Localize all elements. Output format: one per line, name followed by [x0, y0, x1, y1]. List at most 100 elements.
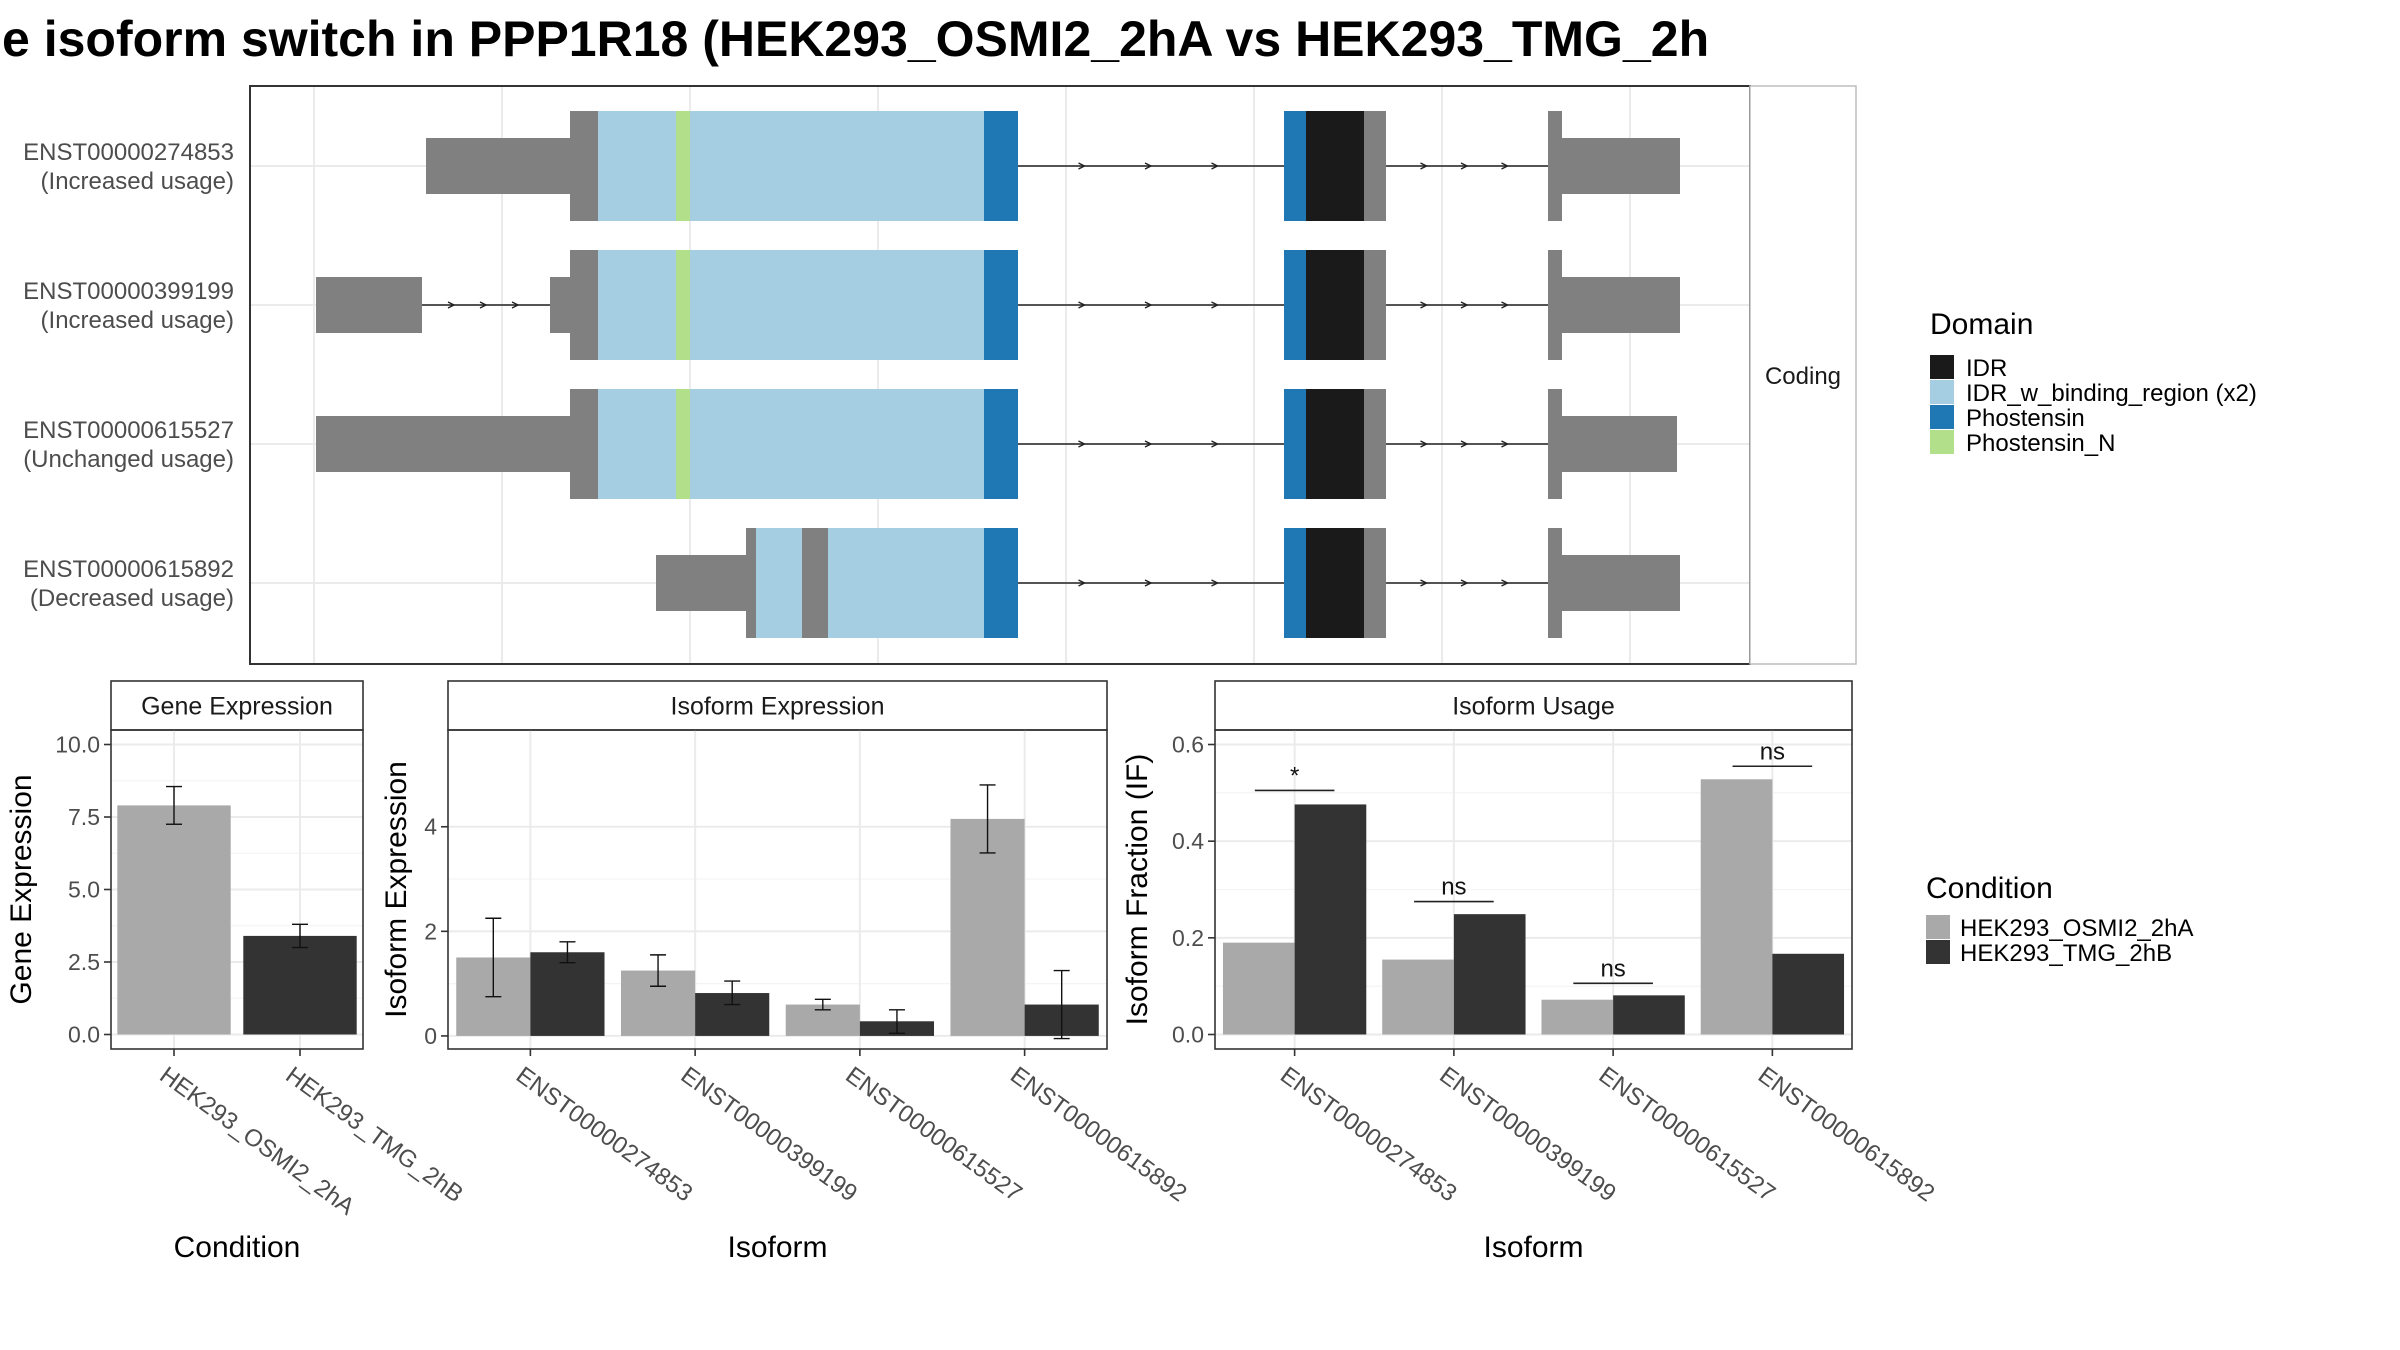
intron-arrow [1078, 579, 1087, 587]
bar [1222, 942, 1295, 1035]
y-tick-label: 10.0 [55, 732, 100, 758]
y-tick-label: 5.0 [68, 877, 100, 903]
y-axis-title: Isoform Fraction (IF) [1121, 754, 1154, 1026]
condition-legend-label: HEK293_OSMI2_2hA [1960, 915, 2193, 942]
domain-legend-swatch [1930, 355, 1954, 379]
x-axis-title: Isoform [1483, 1231, 1583, 1264]
coding-exon-segment [1284, 111, 1306, 221]
coding-exon-segment [802, 528, 828, 638]
intron-arrow [1211, 301, 1220, 309]
x-tick-label: ENST00000615892 [1005, 1062, 1191, 1208]
isoform-id-label: ENST00000615892 [23, 556, 234, 583]
domain-legend-swatch [1930, 430, 1954, 454]
panel-border [1214, 729, 1853, 1050]
isoform-id-label: ENST00000399199 [23, 278, 234, 305]
utr-exon [1562, 277, 1680, 333]
y-axis-title: Gene Expression [5, 774, 38, 1004]
domain-legend-label: IDR_w_binding_region (x2) [1966, 380, 2257, 407]
isoform-usage-label: (Increased usage) [41, 168, 234, 195]
panel-strip [1214, 680, 1853, 731]
coding-exon-segment [984, 250, 1018, 360]
coding-exon-segment [598, 250, 984, 360]
panel-strip-title: Isoform Expression [671, 693, 885, 721]
y-tick-label: 0 [424, 1023, 437, 1049]
intron-arrow [1460, 440, 1469, 448]
y-axis-title: Isoform Expression [380, 761, 413, 1018]
isoform-usage-panel: Isoform Usage * ns ns ns 0.0 0.2 0.4 0.6 ENST0000… [1121, 680, 1939, 1264]
intron-arrow [1501, 301, 1510, 309]
isoform-structure-panel: Coding ENST00000274853(Increased usage)E… [23, 85, 1857, 665]
intron-arrow [1078, 162, 1087, 170]
coding-exon-segment [1548, 389, 1562, 499]
utr-exon [550, 277, 570, 333]
y-tick-label: 0.0 [1172, 1022, 1204, 1048]
y-tick-label: 2.5 [68, 949, 100, 975]
bar [1382, 959, 1454, 1035]
panel-strip-title: Isoform Usage [1452, 693, 1615, 721]
bar [530, 952, 605, 1036]
utr-exon [656, 555, 746, 611]
coding-exon-segment [984, 111, 1018, 221]
intron-arrow [1501, 162, 1510, 170]
coding-exon-segment [828, 528, 984, 638]
x-tick-label: ENST00000615892 [1753, 1062, 1939, 1208]
coding-exon-segment [1548, 528, 1562, 638]
coding-exon-segment [1306, 250, 1364, 360]
coding-exon-segment [1548, 250, 1562, 360]
condition-legend-swatch [1926, 915, 1950, 939]
coding-exon-segment [1306, 389, 1364, 499]
coding-exon-segment [1364, 111, 1386, 221]
intron-arrow [1460, 301, 1469, 309]
coding-exon-segment [570, 111, 598, 221]
x-axis-ticks: ENST00000274853ENST00000399199ENST000006… [1275, 1049, 1939, 1207]
isoform-usage-label: (Unchanged usage) [23, 446, 234, 473]
panel-strip [110, 680, 364, 731]
panel-strip-title: Gene Expression [141, 693, 333, 721]
intron-arrow [479, 301, 488, 309]
coding-exon-segment [676, 250, 690, 360]
y-tick-label: 7.5 [68, 804, 100, 830]
y-tick-label: 0.0 [68, 1022, 100, 1048]
y-tick-label: 0.6 [1172, 732, 1204, 758]
y-axis-ticks: 0.0 2.5 5.0 7.5 10.0 [55, 732, 111, 1048]
domain-legend-swatch [1930, 380, 1954, 404]
bar [1453, 914, 1526, 1035]
coding-exon-segment [1284, 389, 1306, 499]
coding-exon-segment [676, 111, 690, 221]
isoform-structure-row [656, 528, 1680, 638]
intron-arrow [1144, 579, 1153, 587]
panel-bars [456, 784, 1099, 1040]
coding-exon-segment [1364, 250, 1386, 360]
isoform-structure-row [316, 389, 1677, 499]
panel-bars [117, 785, 357, 1035]
intron-arrow [1211, 162, 1220, 170]
x-axis-ticks: ENST00000274853ENST00000399199ENST000006… [511, 1049, 1192, 1207]
isoform-usage-label: (Decreased usage) [30, 585, 234, 612]
y-tick-label: 0.2 [1172, 925, 1204, 951]
significance-annotations: * ns ns ns [1254, 738, 1813, 985]
coding-exon-segment [756, 528, 802, 638]
domain-legend-swatch [1930, 405, 1954, 429]
coding-exon-segment [598, 111, 984, 221]
utr-exon [316, 416, 570, 472]
bar [1294, 804, 1367, 1035]
intron-arrow [1211, 440, 1220, 448]
intron-arrow [1420, 579, 1429, 587]
bar [1613, 995, 1685, 1035]
coding-exon-segment [1548, 111, 1562, 221]
coding-exon-segment [1284, 528, 1306, 638]
x-tick-label: ENST00000274853 [1275, 1062, 1461, 1208]
y-axis-ticks: 0.0 0.2 0.4 0.6 [1172, 732, 1215, 1048]
coding-exon-segment [570, 250, 598, 360]
intron-arrow [1501, 579, 1510, 587]
isoform-id-label: ENST00000274853 [23, 139, 234, 166]
condition-legend-title: Condition [1926, 872, 2053, 905]
domain-legend-label: Phostensin_N [1966, 430, 2115, 457]
isoform-usage-label: (Increased usage) [41, 307, 234, 334]
bar [117, 805, 231, 1035]
coding-strip [1749, 85, 1857, 665]
